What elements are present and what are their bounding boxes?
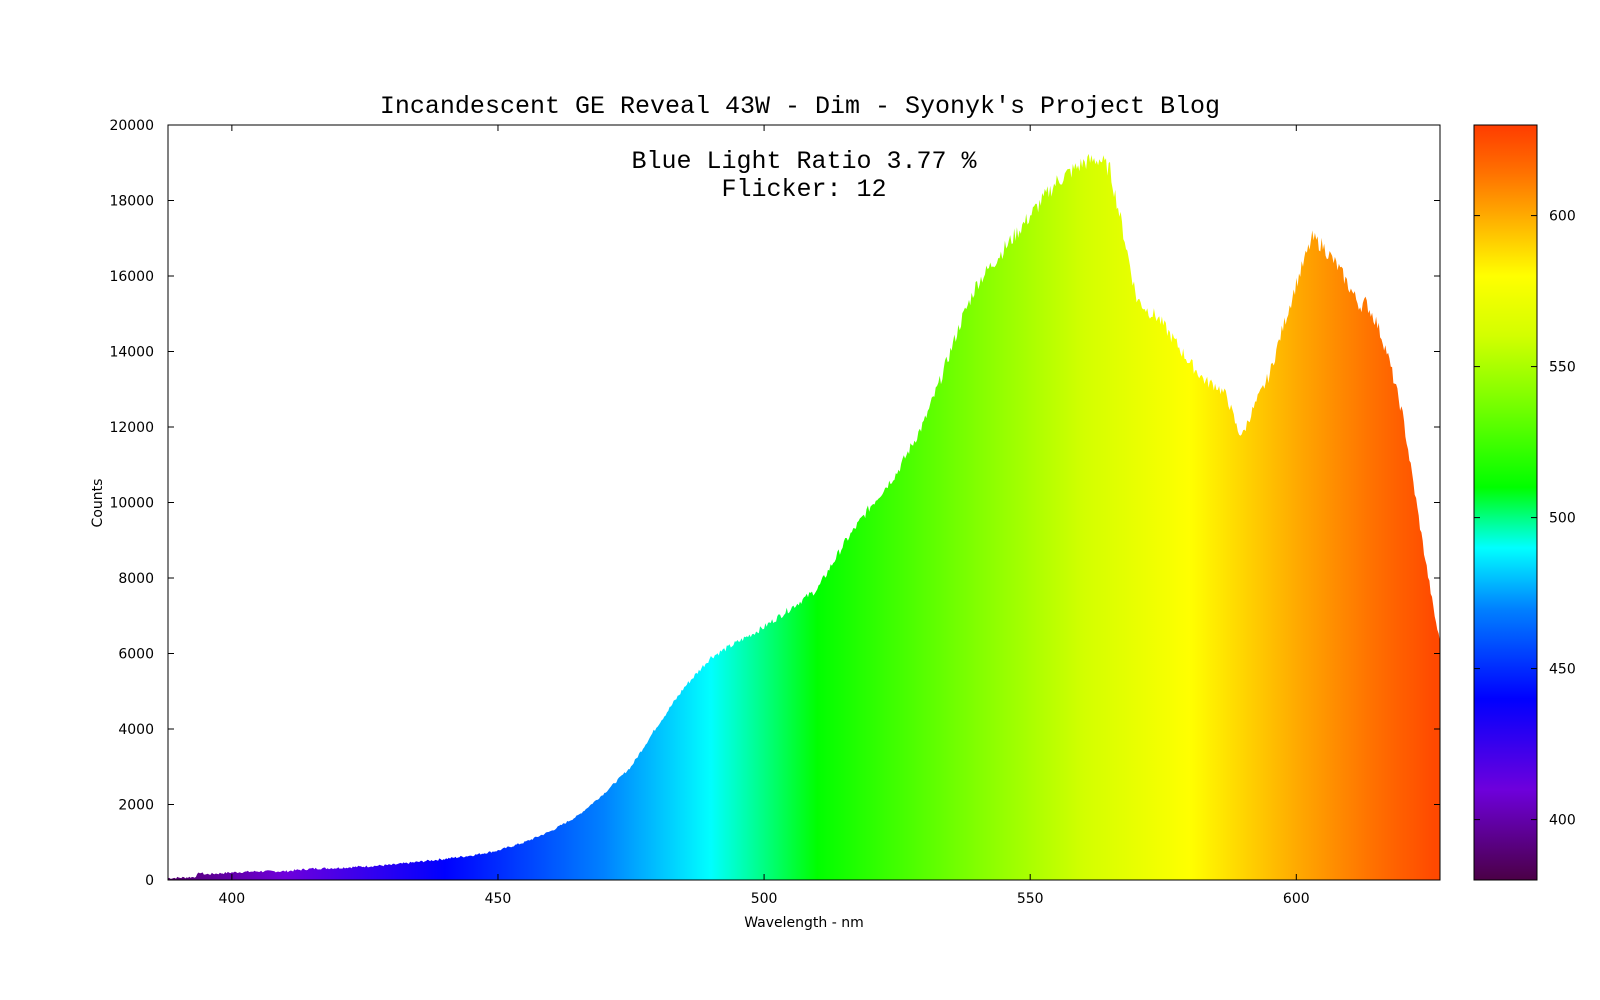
x-axis-ticks: 400 450 500 550 600 (218, 125, 1310, 907)
y-axis-ticks: 0 2000 4000 6000 8000 10000 12000 14000 16000 180… (109, 118, 1440, 889)
x-tick-label: 500 (751, 891, 778, 907)
y-tick-label: 14000 (109, 345, 154, 361)
colorbar-tick-label: 450 (1549, 662, 1576, 678)
y-tick-label: 2000 (118, 798, 154, 814)
blue-light-ratio-annotation: Blue Light Ratio 3.77 % (631, 147, 977, 176)
y-tick-label: 6000 (118, 647, 154, 663)
y-tick-label: 18000 (109, 194, 154, 210)
y-tick-label: 4000 (118, 722, 154, 738)
y-tick-label: 10000 (109, 496, 154, 512)
x-tick-label: 450 (485, 891, 512, 907)
x-tick-label: 600 (1283, 891, 1310, 907)
x-tick-label: 400 (218, 891, 245, 907)
colorbar (1473, 124, 1538, 881)
colorbar-tick-label: 550 (1549, 360, 1576, 376)
x-axis-label: Wavelength - nm (744, 915, 864, 931)
y-tick-label: 20000 (109, 118, 154, 134)
colorbar-tick-label: 600 (1549, 209, 1576, 225)
y-tick-label: 16000 (109, 269, 154, 285)
y-tick-label: 0 (145, 873, 154, 889)
chart-title: Incandescent GE Reveal 43W - Dim - Syony… (380, 92, 1220, 121)
y-tick-label: 12000 (109, 420, 154, 436)
colorbar-tick-label: 400 (1549, 813, 1576, 829)
flicker-annotation: Flicker: 12 (721, 175, 886, 204)
y-axis-label: Counts (90, 479, 106, 528)
y-tick-label: 8000 (118, 571, 154, 587)
colorbar-ticks: 400 450 500 550 600 (1474, 209, 1576, 829)
x-tick-label: 550 (1017, 891, 1044, 907)
colorbar-tick-label: 500 (1549, 511, 1576, 527)
spectrum-area (168, 153, 1440, 880)
